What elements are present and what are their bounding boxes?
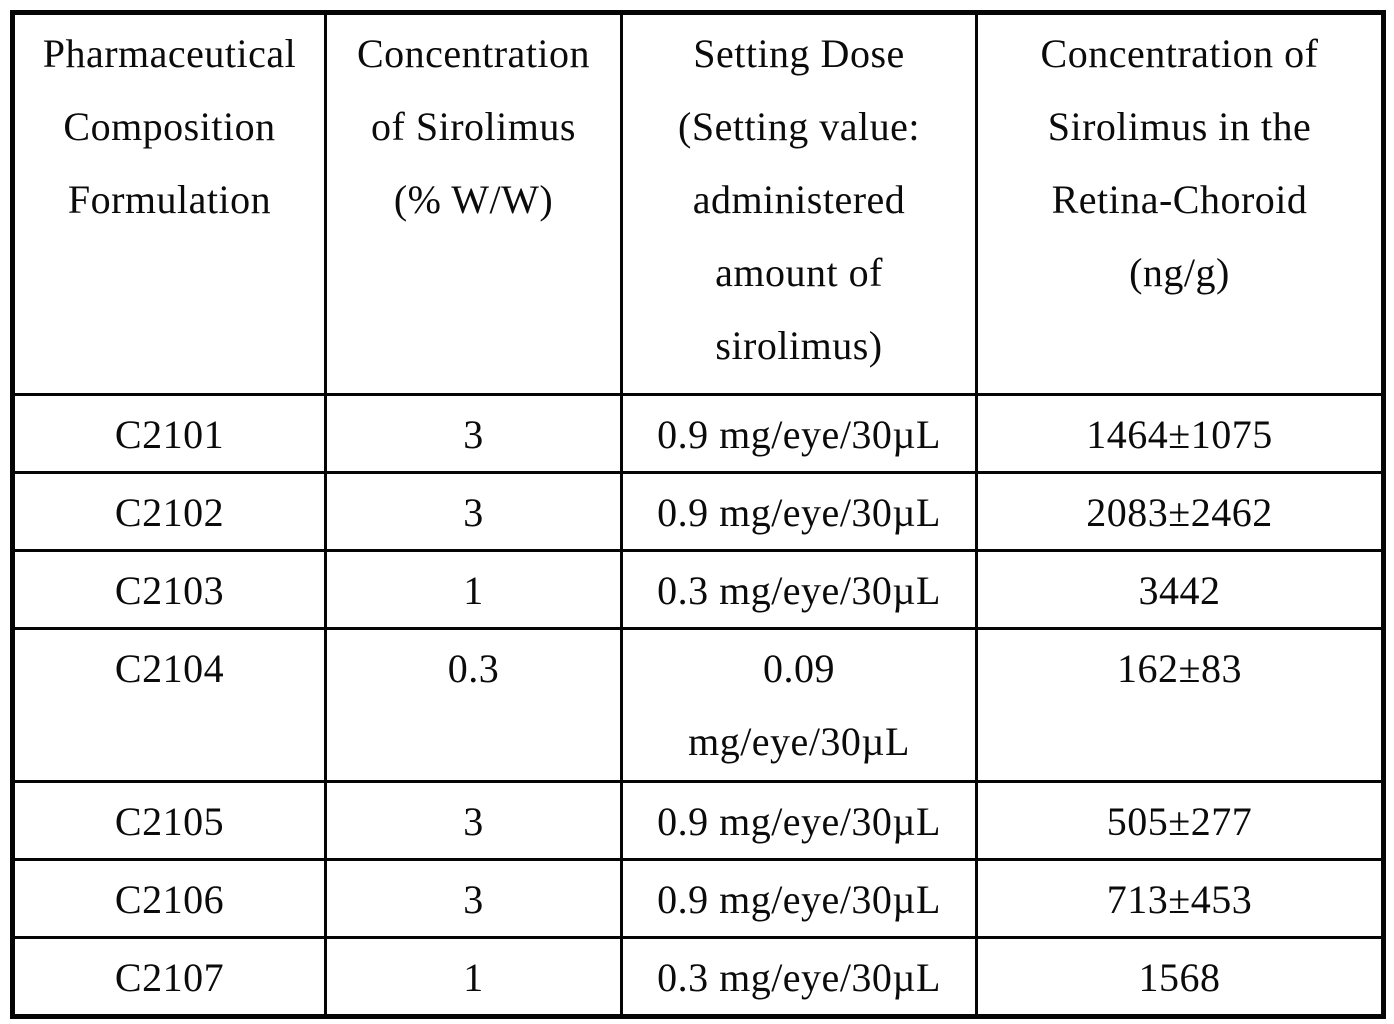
cell-setting-dose: 0.9 mg/eye/30µL bbox=[620, 471, 978, 552]
header-row: Pharmaceutical Composition Formulation C… bbox=[11, 11, 1385, 396]
header-line: Concentration bbox=[356, 31, 591, 76]
header-line: (ng/g) bbox=[1129, 250, 1230, 295]
header-cell-concentration: Concentration of Sirolimus (% W/W) bbox=[324, 11, 623, 396]
header-line: (Setting value: bbox=[678, 104, 920, 149]
header-cell-retina-choroid: Concentration of Sirolimus in the Retina… bbox=[975, 11, 1385, 396]
cell-retina-choroid: 162±83 bbox=[975, 627, 1385, 783]
header-cell-formulation: Pharmaceutical Composition Formulation bbox=[11, 11, 327, 396]
cell-concentration: 3 bbox=[324, 780, 623, 861]
header-line: Composition bbox=[63, 104, 276, 149]
sirolimus-pharmacokinetics-table: Pharmaceutical Composition Formulation C… bbox=[10, 10, 1386, 1019]
cell-formulation: C2101 bbox=[11, 393, 327, 474]
table-row: C2107 1 0.3 mg/eye/30µL 1568 bbox=[11, 936, 1385, 1018]
table-row: C2102 3 0.9 mg/eye/30µL 2083±2462 bbox=[11, 471, 1385, 552]
table-row: C2105 3 0.9 mg/eye/30µL 505±277 bbox=[11, 780, 1385, 861]
cell-retina-choroid: 1568 bbox=[975, 936, 1385, 1018]
header-line: (% W/W) bbox=[393, 177, 554, 222]
cell-setting-dose: 0.09 mg/eye/30µL bbox=[620, 627, 978, 783]
cell-setting-dose: 0.9 mg/eye/30µL bbox=[620, 858, 978, 939]
header-line: Retina-Choroid bbox=[1051, 177, 1308, 222]
cell-setting-dose: 0.9 mg/eye/30µL bbox=[620, 393, 978, 474]
cell-concentration: 0.3 bbox=[324, 627, 623, 783]
setting-dose-line: mg/eye/30µL bbox=[688, 719, 910, 764]
cell-concentration: 3 bbox=[324, 858, 623, 939]
table-row: C2103 1 0.3 mg/eye/30µL 3442 bbox=[11, 549, 1385, 630]
header-line: amount of bbox=[715, 250, 883, 295]
header-line: Formulation bbox=[67, 177, 272, 222]
table-row: C2104 0.3 0.09 mg/eye/30µL 162±83 bbox=[11, 627, 1385, 783]
cell-retina-choroid: 3442 bbox=[975, 549, 1385, 630]
cell-retina-choroid: 713±453 bbox=[975, 858, 1385, 939]
cell-formulation: C2107 bbox=[11, 936, 327, 1018]
cell-formulation: C2106 bbox=[11, 858, 327, 939]
cell-concentration: 3 bbox=[324, 471, 623, 552]
cell-setting-dose: 0.3 mg/eye/30µL bbox=[620, 936, 978, 1018]
cell-formulation: C2104 bbox=[11, 627, 327, 783]
table-row: C2101 3 0.9 mg/eye/30µL 1464±1075 bbox=[11, 393, 1385, 474]
header-line: Concentration of bbox=[1040, 31, 1319, 76]
setting-dose-line: 0.09 bbox=[763, 646, 835, 691]
cell-retina-choroid: 505±277 bbox=[975, 780, 1385, 861]
header-line: Setting Dose bbox=[693, 31, 905, 76]
table-row: C2106 3 0.9 mg/eye/30µL 713±453 bbox=[11, 858, 1385, 939]
cell-concentration: 1 bbox=[324, 549, 623, 630]
cell-formulation: C2102 bbox=[11, 471, 327, 552]
header-line: Pharmaceutical bbox=[42, 31, 297, 76]
cell-concentration: 1 bbox=[324, 936, 623, 1018]
cell-formulation: C2103 bbox=[11, 549, 327, 630]
cell-retina-choroid: 2083±2462 bbox=[975, 471, 1385, 552]
header-line: Sirolimus in the bbox=[1047, 104, 1312, 149]
cell-setting-dose: 0.9 mg/eye/30µL bbox=[620, 780, 978, 861]
cell-retina-choroid: 1464±1075 bbox=[975, 393, 1385, 474]
header-cell-setting-dose: Setting Dose (Setting value: administere… bbox=[620, 11, 978, 396]
cell-setting-dose: 0.3 mg/eye/30µL bbox=[620, 549, 978, 630]
header-line: sirolimus) bbox=[715, 323, 883, 368]
cell-concentration: 3 bbox=[324, 393, 623, 474]
cell-formulation: C2105 bbox=[11, 780, 327, 861]
header-line: of Sirolimus bbox=[371, 104, 576, 149]
header-line: administered bbox=[692, 177, 906, 222]
